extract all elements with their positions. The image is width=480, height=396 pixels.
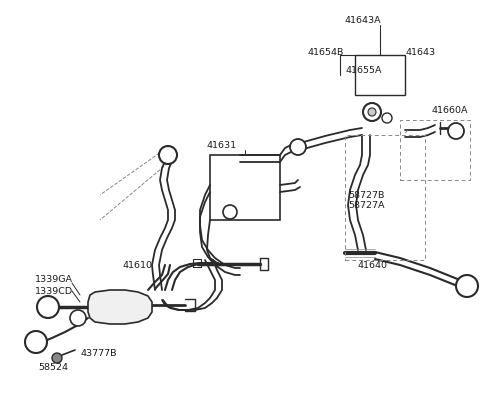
- Circle shape: [25, 331, 47, 353]
- Circle shape: [382, 113, 392, 123]
- Text: 58727A: 58727A: [348, 200, 384, 209]
- Text: 41660A: 41660A: [432, 105, 468, 114]
- Text: 41643: 41643: [405, 48, 435, 57]
- Text: 41643A: 41643A: [345, 15, 381, 25]
- Text: 1339GA: 1339GA: [35, 276, 73, 284]
- Bar: [345, 135, 425, 260]
- Circle shape: [223, 205, 237, 219]
- Circle shape: [363, 103, 381, 121]
- Text: 41654B: 41654B: [307, 48, 343, 57]
- Circle shape: [159, 146, 177, 164]
- Text: 41610: 41610: [122, 261, 152, 270]
- Text: 58524: 58524: [38, 364, 68, 373]
- Circle shape: [52, 353, 62, 363]
- Bar: [210, 155, 280, 220]
- Text: 41631: 41631: [207, 141, 237, 150]
- Circle shape: [368, 108, 376, 116]
- Text: 41640: 41640: [358, 261, 388, 270]
- Text: 43777B: 43777B: [80, 348, 117, 358]
- Text: 58727B: 58727B: [348, 190, 384, 200]
- Bar: [400, 120, 470, 180]
- Circle shape: [70, 310, 86, 326]
- Polygon shape: [88, 290, 152, 324]
- Text: 41655A: 41655A: [345, 65, 382, 74]
- Circle shape: [448, 123, 464, 139]
- Bar: [355, 55, 405, 95]
- Text: 1339CD: 1339CD: [35, 286, 73, 295]
- Circle shape: [456, 275, 478, 297]
- Circle shape: [290, 139, 306, 155]
- Circle shape: [37, 296, 59, 318]
